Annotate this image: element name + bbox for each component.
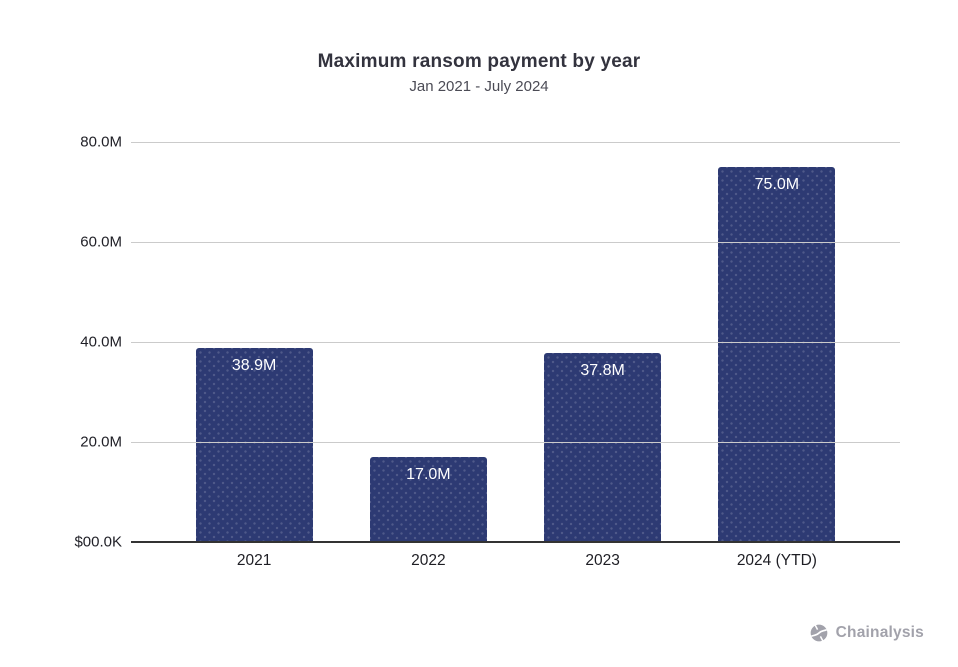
gridline-80 bbox=[131, 142, 900, 143]
bar-slot-2022: 17.0M bbox=[341, 142, 515, 542]
gridline-20 bbox=[131, 442, 900, 443]
plot-area: 38.9M 17.0M 37.8M 75.0M $00.0K 20.0M 40.0M 60.… bbox=[74, 134, 900, 551]
bar-2024 (YTD): 75.0M bbox=[718, 167, 836, 542]
bar-2022: 17.0M bbox=[369, 457, 487, 542]
y-tick-label-80: 80.0M bbox=[80, 133, 122, 151]
bar-slot-2023: 37.8M bbox=[516, 142, 690, 542]
bar-value-label-2021: 38.9M bbox=[231, 356, 277, 374]
x-tick-label-2024 (YTD): 2024 (YTD) bbox=[736, 552, 817, 569]
bar-2021: 38.9M bbox=[195, 347, 313, 542]
y-tick-label-0: $00.0K bbox=[74, 533, 122, 551]
brand-footer: Chainalysis bbox=[809, 623, 924, 643]
bars-row: 38.9M 17.0M 37.8M 75.0M bbox=[167, 142, 864, 542]
bar-value-label-2022: 17.0M bbox=[406, 466, 451, 483]
gridline-60 bbox=[131, 242, 900, 243]
x-tick-label-2023: 2023 bbox=[585, 552, 620, 569]
x-tick-label-2022: 2022 bbox=[411, 552, 446, 569]
bar-slot-2024 (YTD): 75.0M bbox=[690, 142, 864, 542]
bar-slot-2021: 38.9M bbox=[167, 142, 341, 542]
chart-title: Maximum ransom payment by year bbox=[317, 51, 641, 72]
x-axis-labels: 2021 2022 2023 2024 (YTD) bbox=[167, 552, 864, 570]
chainalysis-logo-icon bbox=[810, 624, 827, 642]
bar-value-label-2024 (YTD): 75.0M bbox=[754, 176, 800, 193]
y-tick-label-20: 20.0M bbox=[80, 433, 122, 451]
brand-name: Chainalysis bbox=[835, 624, 924, 641]
y-tick-label-60: 60.0M bbox=[80, 233, 122, 251]
x-axis-baseline bbox=[131, 541, 900, 543]
bar-2023: 37.8M bbox=[544, 353, 662, 542]
bar-value-label-2023: 37.8M bbox=[580, 362, 625, 379]
chart-subtitle: Jan 2021 - July 2024 bbox=[409, 78, 549, 95]
x-tick-label-2021: 2021 bbox=[236, 552, 272, 569]
y-tick-label-40: 40.0M bbox=[80, 333, 122, 351]
gridline-40 bbox=[131, 342, 900, 343]
